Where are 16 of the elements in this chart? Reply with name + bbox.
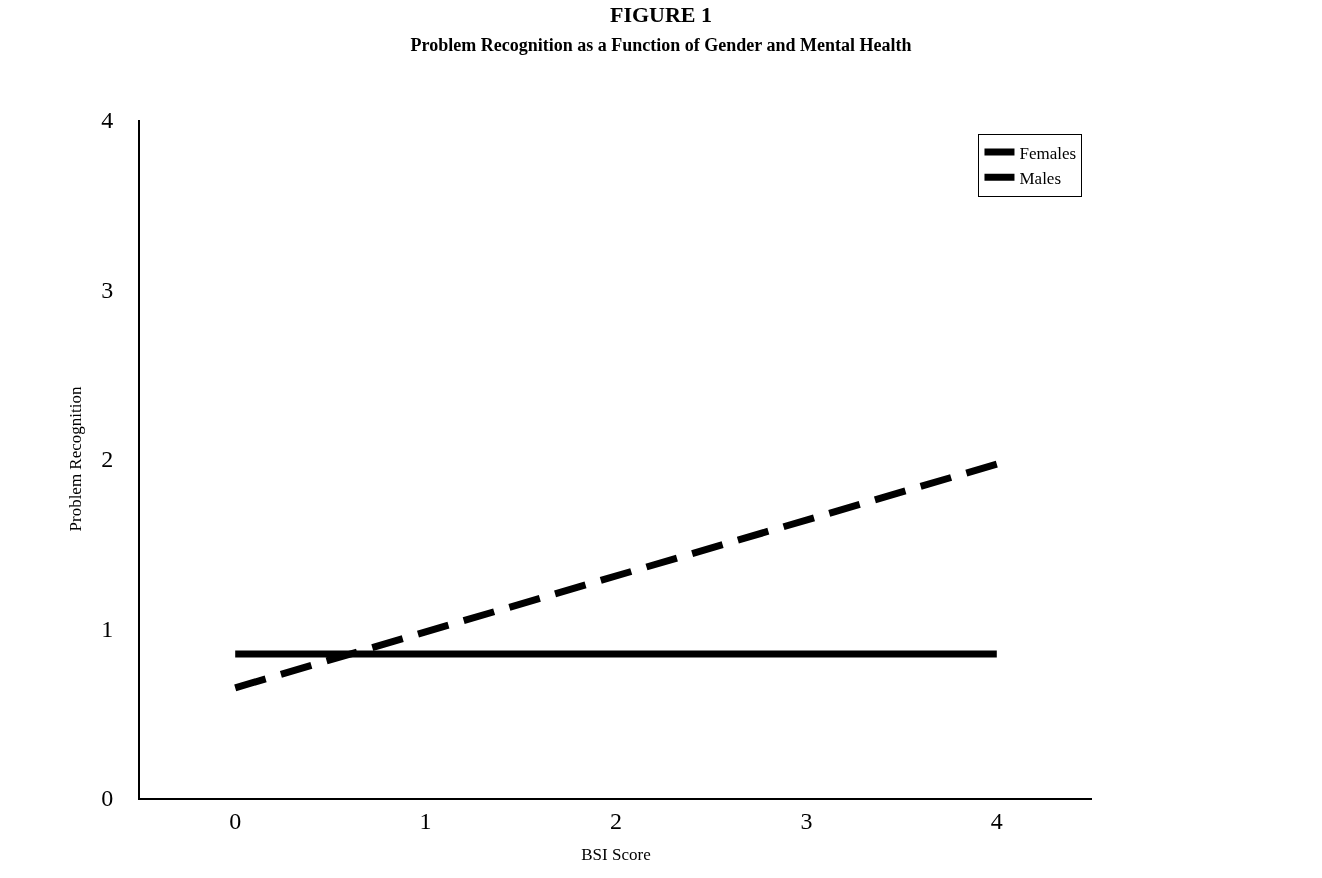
legend-label: Females: [1019, 143, 1077, 163]
y-tick-label: 4: [101, 107, 114, 134]
x-tick-label: 2: [610, 807, 622, 834]
y-tick-label: 0: [101, 785, 114, 812]
y-tick-label: 3: [101, 276, 114, 303]
legend-label: Males: [1019, 168, 1062, 188]
chart-subtitle: Problem Recognition as a Function of Gender and Mental Health: [410, 34, 912, 55]
x-tick-label: 4: [990, 807, 1003, 834]
y-axis-title: Problem Recognition: [66, 386, 86, 532]
x-axis-title: BSI Score: [581, 844, 651, 864]
x-tick-label: 1: [419, 807, 432, 834]
x-tick-label: 0: [229, 807, 242, 834]
y-tick-label: 2: [101, 446, 114, 473]
y-tick-label: 1: [101, 615, 114, 642]
x-tick-label: 3: [800, 807, 813, 834]
chart-title: FIGURE 1: [609, 1, 713, 27]
